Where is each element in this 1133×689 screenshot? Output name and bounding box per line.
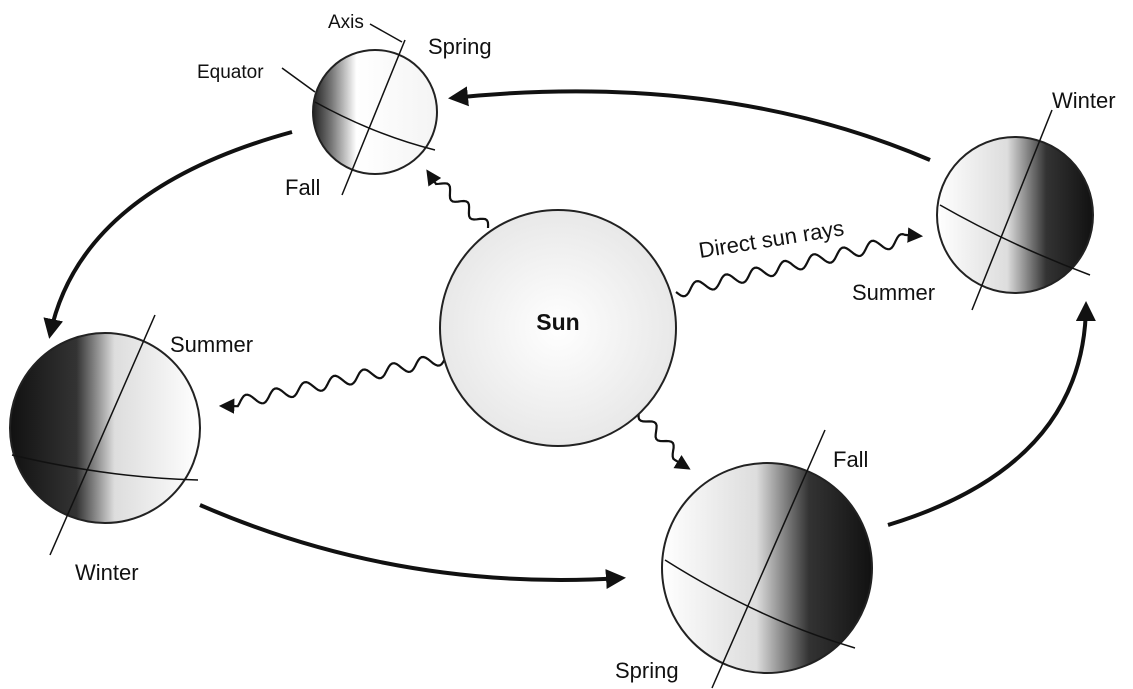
- earth: [937, 110, 1093, 310]
- season-label: Summer: [852, 280, 935, 305]
- earth: [313, 40, 437, 195]
- equator-label: Equator: [197, 62, 264, 83]
- orbit-arrow: [452, 91, 930, 160]
- orbit-arrow: [888, 305, 1086, 525]
- sun-ray: [428, 172, 488, 228]
- rays-label: Direct sun rays: [697, 215, 846, 263]
- season-label: Spring: [428, 34, 492, 59]
- leader: [370, 24, 402, 42]
- orbit-arrow: [200, 505, 622, 580]
- page: Sun Axis Equator Spring Fall Winter Summ…: [0, 0, 1133, 689]
- season-label: Fall: [285, 175, 320, 200]
- leader: [282, 68, 315, 92]
- axis-label: Axis: [328, 12, 364, 33]
- season-label: Fall: [833, 447, 868, 472]
- sun-ray: [222, 351, 460, 407]
- orbit-arrow: [50, 132, 292, 335]
- sun-label: Sun: [536, 309, 579, 335]
- season-label: Winter: [75, 560, 139, 585]
- season-label: Winter: [1052, 88, 1116, 113]
- seasons-diagram: Sun Axis Equator Spring Fall Winter Summ…: [0, 0, 1133, 689]
- season-label: Summer: [170, 332, 253, 357]
- season-label: Spring: [615, 658, 679, 683]
